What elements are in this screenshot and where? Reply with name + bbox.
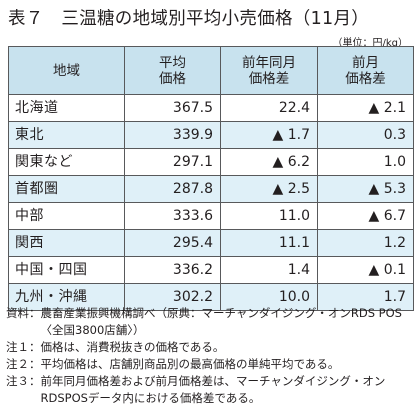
mom-diff-cell: ▲ 5.3: [317, 175, 414, 203]
region-cell: 東北: [8, 121, 125, 149]
note-body: 農畜産業振興機構調べ（原典：マーチャンダイジング・オンRDS POS〈全国380…: [40, 306, 402, 337]
avg-price-cell: 295.4: [124, 229, 221, 257]
mom-diff-cell: 0.3: [317, 121, 414, 149]
yoy-diff-cell: ▲ 1.7: [220, 121, 318, 149]
header-region: 地域: [8, 46, 125, 95]
mom-diff-cell: 1.7: [317, 283, 414, 311]
table-row: 九州・沖縄 302.2 10.0 1.7: [8, 283, 414, 311]
header-avg-price: 平均 価格: [124, 46, 221, 95]
note-head: 注２：: [6, 357, 41, 371]
yoy-diff-cell: ▲ 2.5: [220, 175, 318, 203]
header-yoy-diff: 前年同月 価格差: [220, 46, 318, 95]
table-row: 中国・四国 336.2 1.4 ▲ 0.1: [8, 256, 414, 284]
header-row: 地域 平均 価格 前年同月 価格差 前月 価格差: [8, 46, 414, 95]
note-head: 注１：: [6, 340, 41, 354]
avg-price-cell: 367.5: [124, 94, 221, 122]
mom-diff-cell: 1.2: [317, 229, 414, 257]
region-cell: 関西: [8, 229, 125, 257]
mom-diff-cell: 1.0: [317, 148, 414, 176]
note-body: 平均価格は、店舗別商品別の最高価格の単純平均である。: [40, 357, 340, 371]
region-cell: 北海道: [8, 94, 125, 122]
region-cell: 中国・四国: [8, 256, 125, 284]
table-row: 関西 295.4 11.1 1.2: [8, 229, 414, 257]
yoy-diff-cell: 1.4: [220, 256, 318, 284]
table-row: 東北 339.9 ▲ 1.7 0.3: [8, 121, 414, 149]
table-row: 関東など 297.1 ▲ 6.2 1.0: [8, 148, 414, 176]
region-cell: 首都圏: [8, 175, 125, 203]
yoy-diff-cell: 22.4: [220, 94, 318, 122]
avg-price-cell: 336.2: [124, 256, 221, 284]
source-note: 資料： 農畜産業振興機構調べ（原典：マーチャンダイジング・オンRDS POS〈全…: [6, 305, 414, 339]
footnotes: 資料： 農畜産業振興機構調べ（原典：マーチャンダイジング・オンRDS POS〈全…: [6, 305, 414, 405]
note-head: 注３：: [6, 374, 41, 388]
note-1: 注１： 価格は、消費税抜きの価格である。: [6, 339, 414, 356]
price-table: 地域 平均 価格 前年同月 価格差 前月 価格差 北海道 367.5 22.4 ▲ 2…: [8, 46, 414, 311]
note-body: 前年同月価格差および前月価格差は、マーチャンダイジング・オンRDSPOSデータ内…: [40, 374, 386, 405]
table-title: 表７ 三温糖の地域別平均小売価格（11月）: [8, 9, 370, 29]
yoy-diff-cell: ▲ 6.2: [220, 148, 318, 176]
table-row: 北海道 367.5 22.4 ▲ 2.1: [8, 94, 414, 122]
table-row: 首都圏 287.8 ▲ 2.5 ▲ 5.3: [8, 175, 414, 203]
yoy-diff-cell: 11.0: [220, 202, 318, 230]
avg-price-cell: 333.6: [124, 202, 221, 230]
note-2: 注２： 平均価格は、店舗別商品別の最高価格の単純平均である。: [6, 356, 414, 373]
region-cell: 九州・沖縄: [8, 283, 125, 311]
avg-price-cell: 339.9: [124, 121, 221, 149]
avg-price-cell: 302.2: [124, 283, 221, 311]
note-head: 資料：: [6, 306, 41, 320]
header-mom-diff: 前月 価格差: [317, 46, 414, 95]
mom-diff-cell: ▲ 0.1: [317, 256, 414, 284]
avg-price-cell: 297.1: [124, 148, 221, 176]
region-cell: 関東など: [8, 148, 125, 176]
avg-price-cell: 287.8: [124, 175, 221, 203]
yoy-diff-cell: 11.1: [220, 229, 318, 257]
note-body: 価格は、消費税抜きの価格である。: [40, 340, 225, 354]
note-3: 注３： 前年同月価格差および前月価格差は、マーチャンダイジング・オンRDSPOS…: [6, 373, 414, 405]
mom-diff-cell: ▲ 6.7: [317, 202, 414, 230]
table-row: 中部 333.6 11.0 ▲ 6.7: [8, 202, 414, 230]
unit-label: （単位：円/kg）: [332, 38, 408, 49]
region-cell: 中部: [8, 202, 125, 230]
yoy-diff-cell: 10.0: [220, 283, 318, 311]
mom-diff-cell: ▲ 2.1: [317, 94, 414, 122]
